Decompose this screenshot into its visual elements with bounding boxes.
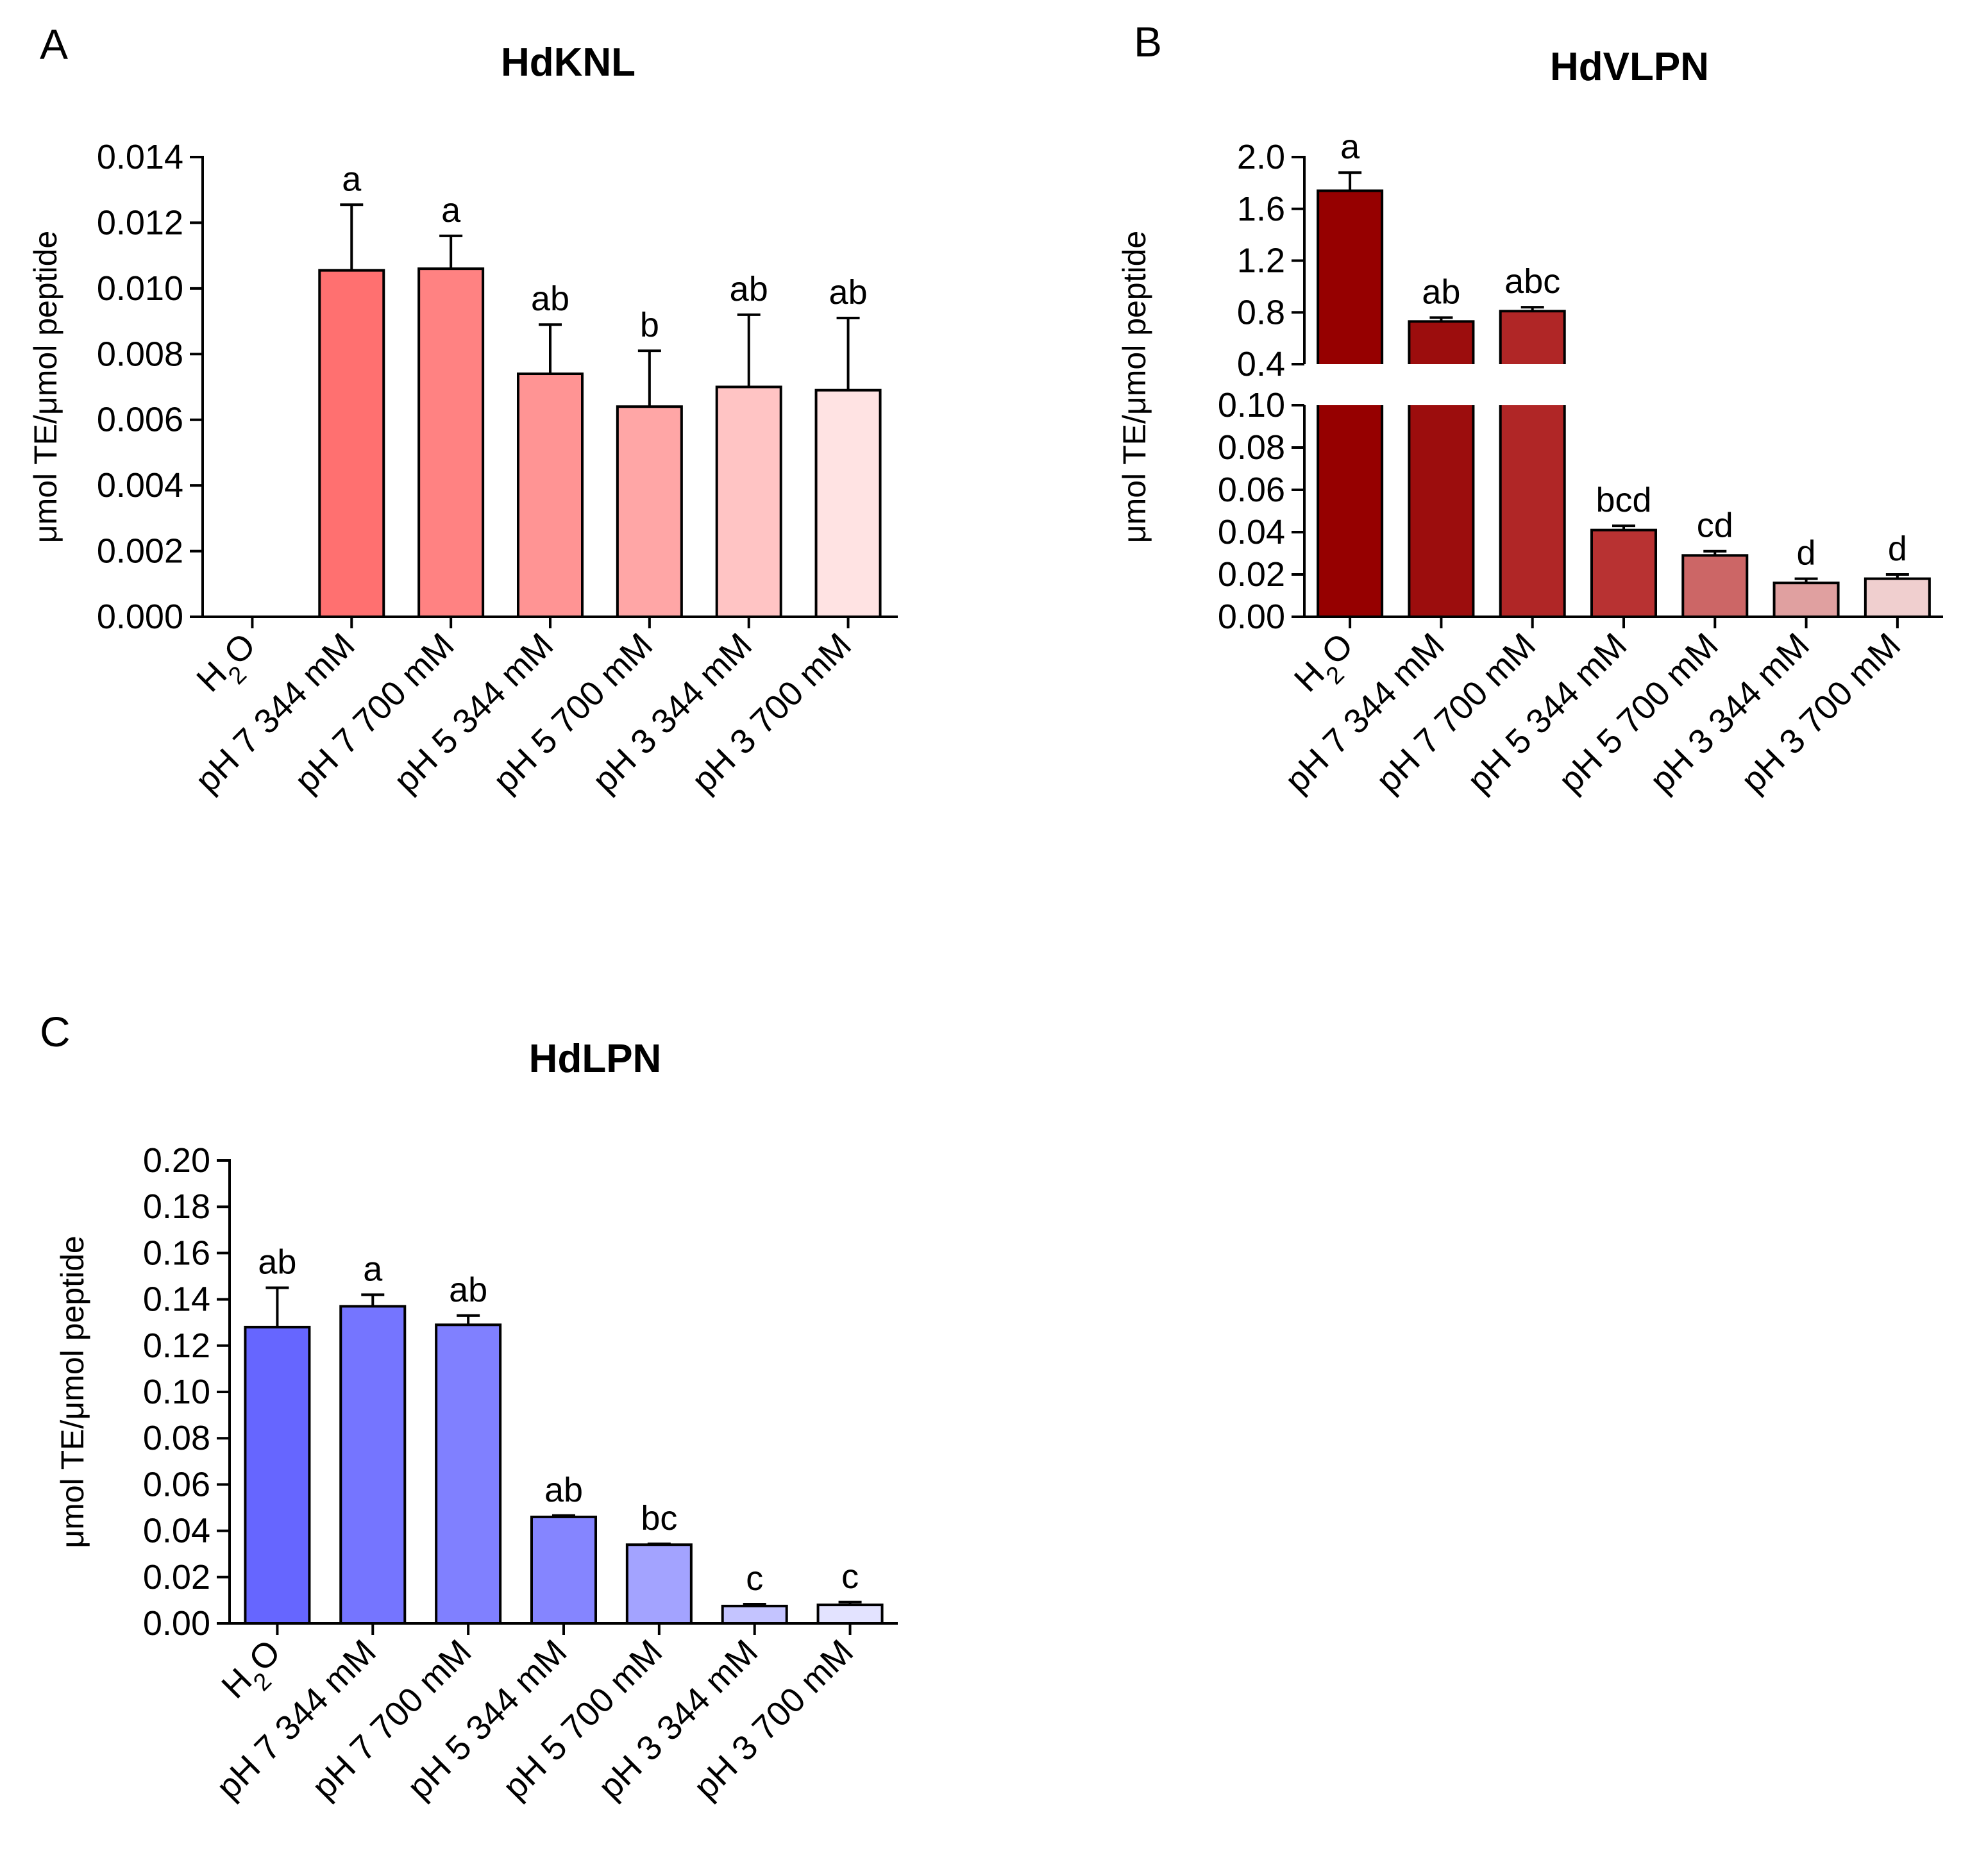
y-tick-label: 0.06 <box>1218 471 1285 509</box>
significance-letter: ab <box>258 1243 296 1282</box>
significance-letter: ab <box>531 280 569 318</box>
y-tick-label: 0.00 <box>143 1604 210 1643</box>
y-tick-label: 0.000 <box>97 598 183 636</box>
significance-letter: a <box>441 191 461 230</box>
x-tick-label: pH 5 700 mM <box>1551 626 1726 800</box>
significance-letter: d <box>1888 530 1907 568</box>
panel-A: A HdKNL μmol TE/μmol peptide 0.000 0.002 0.00… <box>28 21 898 800</box>
significance-letter: a <box>363 1250 383 1288</box>
significance-letter: d <box>1797 534 1816 573</box>
bar <box>517 373 584 618</box>
y-tick-label: 0.10 <box>1218 386 1285 424</box>
panel-C: C HdLPN μmol TE/μmol peptide 0.00 0.02 0.04 0.… <box>40 1008 898 1807</box>
x-tick-label: H2O <box>214 1632 296 1714</box>
y-tick-label: 0.04 <box>143 1512 210 1550</box>
bar <box>715 385 782 618</box>
bar <box>721 1604 788 1625</box>
y-tick-label: 0.014 <box>97 138 183 176</box>
y-tick-label: 0.010 <box>97 269 183 308</box>
bar-outline <box>1317 189 1384 364</box>
y-tick-label: 0.04 <box>1218 513 1285 551</box>
bar <box>530 1515 597 1625</box>
y-tick-label: 0.20 <box>143 1141 210 1180</box>
significance-letter: b <box>640 306 659 344</box>
y-tick-label: 0.14 <box>143 1280 210 1319</box>
bar <box>814 389 882 618</box>
bar <box>816 1604 884 1625</box>
y-tick-label: 0.16 <box>143 1234 210 1272</box>
significance-letter: ab <box>730 270 768 308</box>
significance-letter: bc <box>641 1499 677 1537</box>
significance-letter: c <box>841 1557 859 1596</box>
significance-letter: a <box>1340 128 1360 166</box>
bar <box>1500 405 1565 617</box>
y-tick-label: 2.0 <box>1237 138 1285 176</box>
bar-outline <box>1499 310 1566 364</box>
bar <box>1409 405 1474 617</box>
bar <box>616 405 683 618</box>
y-tick-label: 0.00 <box>1218 598 1285 636</box>
x-tick-label: pH 3 700 mM <box>1734 626 1908 800</box>
bar <box>1409 321 1474 364</box>
significance-letter: abc <box>1504 262 1560 301</box>
y-tick-label: 1.6 <box>1237 190 1285 228</box>
panel-letter: B <box>1134 18 1162 65</box>
y-tick-label: 0.10 <box>143 1373 210 1411</box>
chart-title: HdVLPN <box>1550 45 1709 89</box>
significance-letter: ab <box>1422 272 1460 311</box>
chart-title: HdKNL <box>501 40 636 85</box>
bar <box>1318 190 1383 364</box>
y-axis-label: μmol TE/μmol peptide <box>55 1235 90 1548</box>
significance-letter: ab <box>544 1471 583 1509</box>
y-tick-label: 0.12 <box>143 1327 210 1365</box>
y-axis-label: μmol TE/μmol peptide <box>28 231 63 543</box>
y-tick-label: 0.08 <box>1218 428 1285 467</box>
significance-letter: ab <box>449 1271 487 1309</box>
y-tick-label: 0.02 <box>1218 555 1285 594</box>
y-tick-label: 0.008 <box>97 335 183 373</box>
panel-letter: C <box>40 1008 71 1055</box>
bar <box>244 1325 311 1625</box>
x-tick-label: H2O <box>189 626 271 707</box>
bar <box>435 1323 502 1625</box>
x-tick-label: pH 3 344 mM <box>1642 626 1817 800</box>
x-tick-label: pH 7 700 mM <box>1369 626 1544 800</box>
chart-title: HdLPN <box>529 1037 662 1081</box>
significance-letter: ab <box>829 273 868 312</box>
bar <box>339 1305 407 1625</box>
bar-outline <box>1408 320 1475 364</box>
y-tick-label: 1.2 <box>1237 242 1285 280</box>
bar <box>1772 582 1840 619</box>
bar <box>1590 528 1657 619</box>
bar <box>1681 554 1749 618</box>
bar <box>1500 311 1565 364</box>
y-tick-label: 0.18 <box>143 1187 210 1226</box>
significance-letter: a <box>342 160 362 198</box>
y-tick-label: 0.006 <box>97 401 183 439</box>
y-tick-label: 0.002 <box>97 532 183 571</box>
bar <box>625 1543 693 1625</box>
bar <box>417 267 485 618</box>
x-tick-label: pH 7 344 mM <box>1277 626 1452 800</box>
significance-letter: c <box>746 1559 763 1598</box>
significance-letter: bcd <box>1595 481 1651 519</box>
bar <box>1864 577 1931 618</box>
panel-B: B HdVLPN μmol TE/μmol peptide 0.00 0.02 0.04 0… <box>1116 18 1943 800</box>
panel-letter: A <box>40 21 68 68</box>
y-tick-label: 0.02 <box>143 1558 210 1596</box>
bar <box>318 269 385 619</box>
y-axis-label: μmol TE/μmol peptide <box>1116 231 1152 543</box>
y-tick-label: 0.06 <box>143 1465 210 1503</box>
bar <box>1318 405 1383 617</box>
x-tick-label: pH 5 344 mM <box>1460 626 1635 800</box>
y-tick-label: 0.004 <box>97 466 183 505</box>
y-tick-label: 0.4 <box>1237 345 1285 383</box>
significance-letter: cd <box>1697 507 1733 545</box>
y-tick-label: 0.012 <box>97 203 183 242</box>
y-tick-label: 0.08 <box>143 1419 210 1457</box>
y-tick-label: 0.8 <box>1237 293 1285 331</box>
